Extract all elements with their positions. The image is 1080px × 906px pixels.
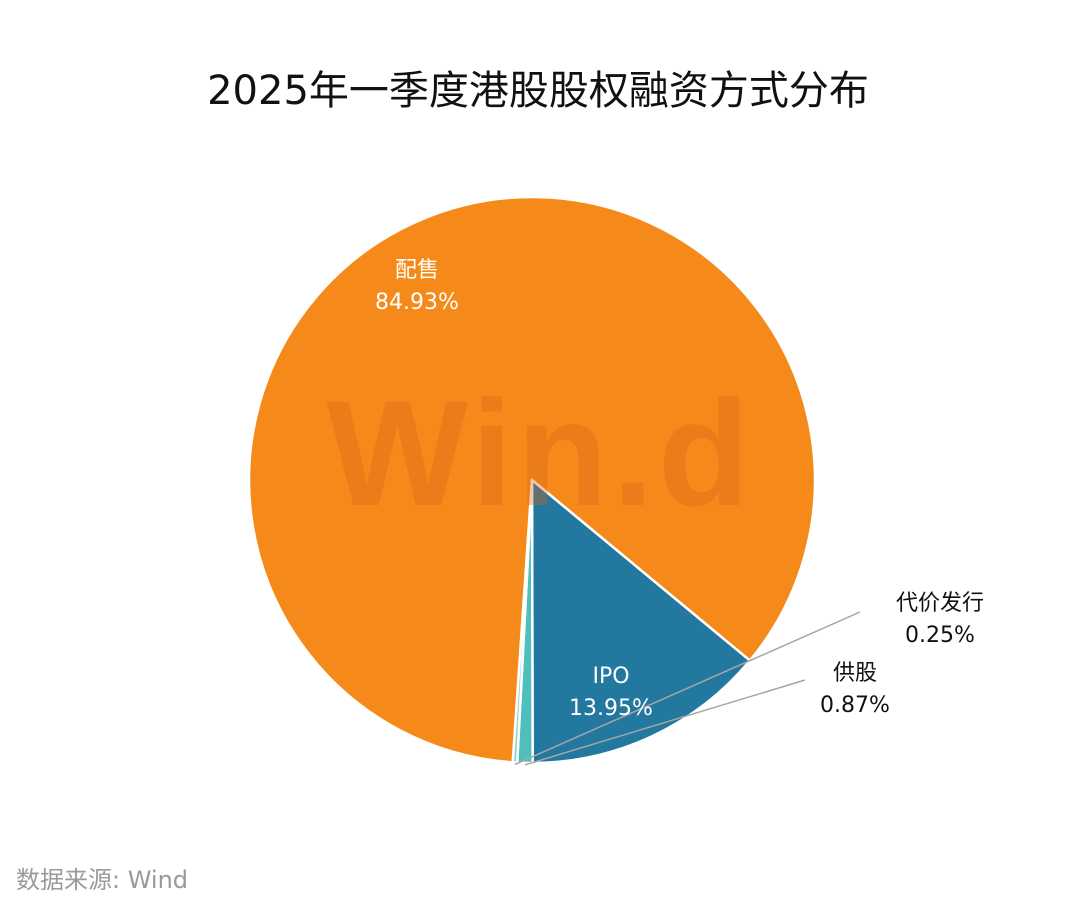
watermark: Win.d: [327, 369, 754, 537]
source-note: 数据来源: Wind: [16, 866, 188, 894]
pie-slice-daijia: [511, 478, 534, 764]
pie-slices: [247, 195, 817, 765]
slice-label-value-daijia: 0.25%: [905, 623, 975, 648]
slice-label-name-ipo: IPO: [592, 664, 629, 689]
slice-label-name-daijia: 代价发行: [896, 591, 984, 616]
slice-label-value-gongu: 0.87%: [820, 693, 890, 718]
slice-label-name-peishou: 配售: [395, 258, 439, 283]
slice-label-value-peishou: 84.93%: [375, 290, 459, 315]
chart-title: 2025年一季度港股股权融资方式分布: [207, 68, 869, 114]
pie-slice-ipo: [530, 478, 752, 765]
leader-line-daijia: [514, 611, 861, 766]
leader-lines: [514, 611, 861, 766]
leader-line-gongu: [524, 679, 806, 766]
slice-labels: 配售 84.93% IPO 13.95% 供股 0.87% 代价发行 0.25%: [375, 258, 984, 721]
slice-label-name-gongu: 供股: [833, 661, 877, 686]
slice-label-value-ipo: 13.95%: [569, 696, 653, 721]
